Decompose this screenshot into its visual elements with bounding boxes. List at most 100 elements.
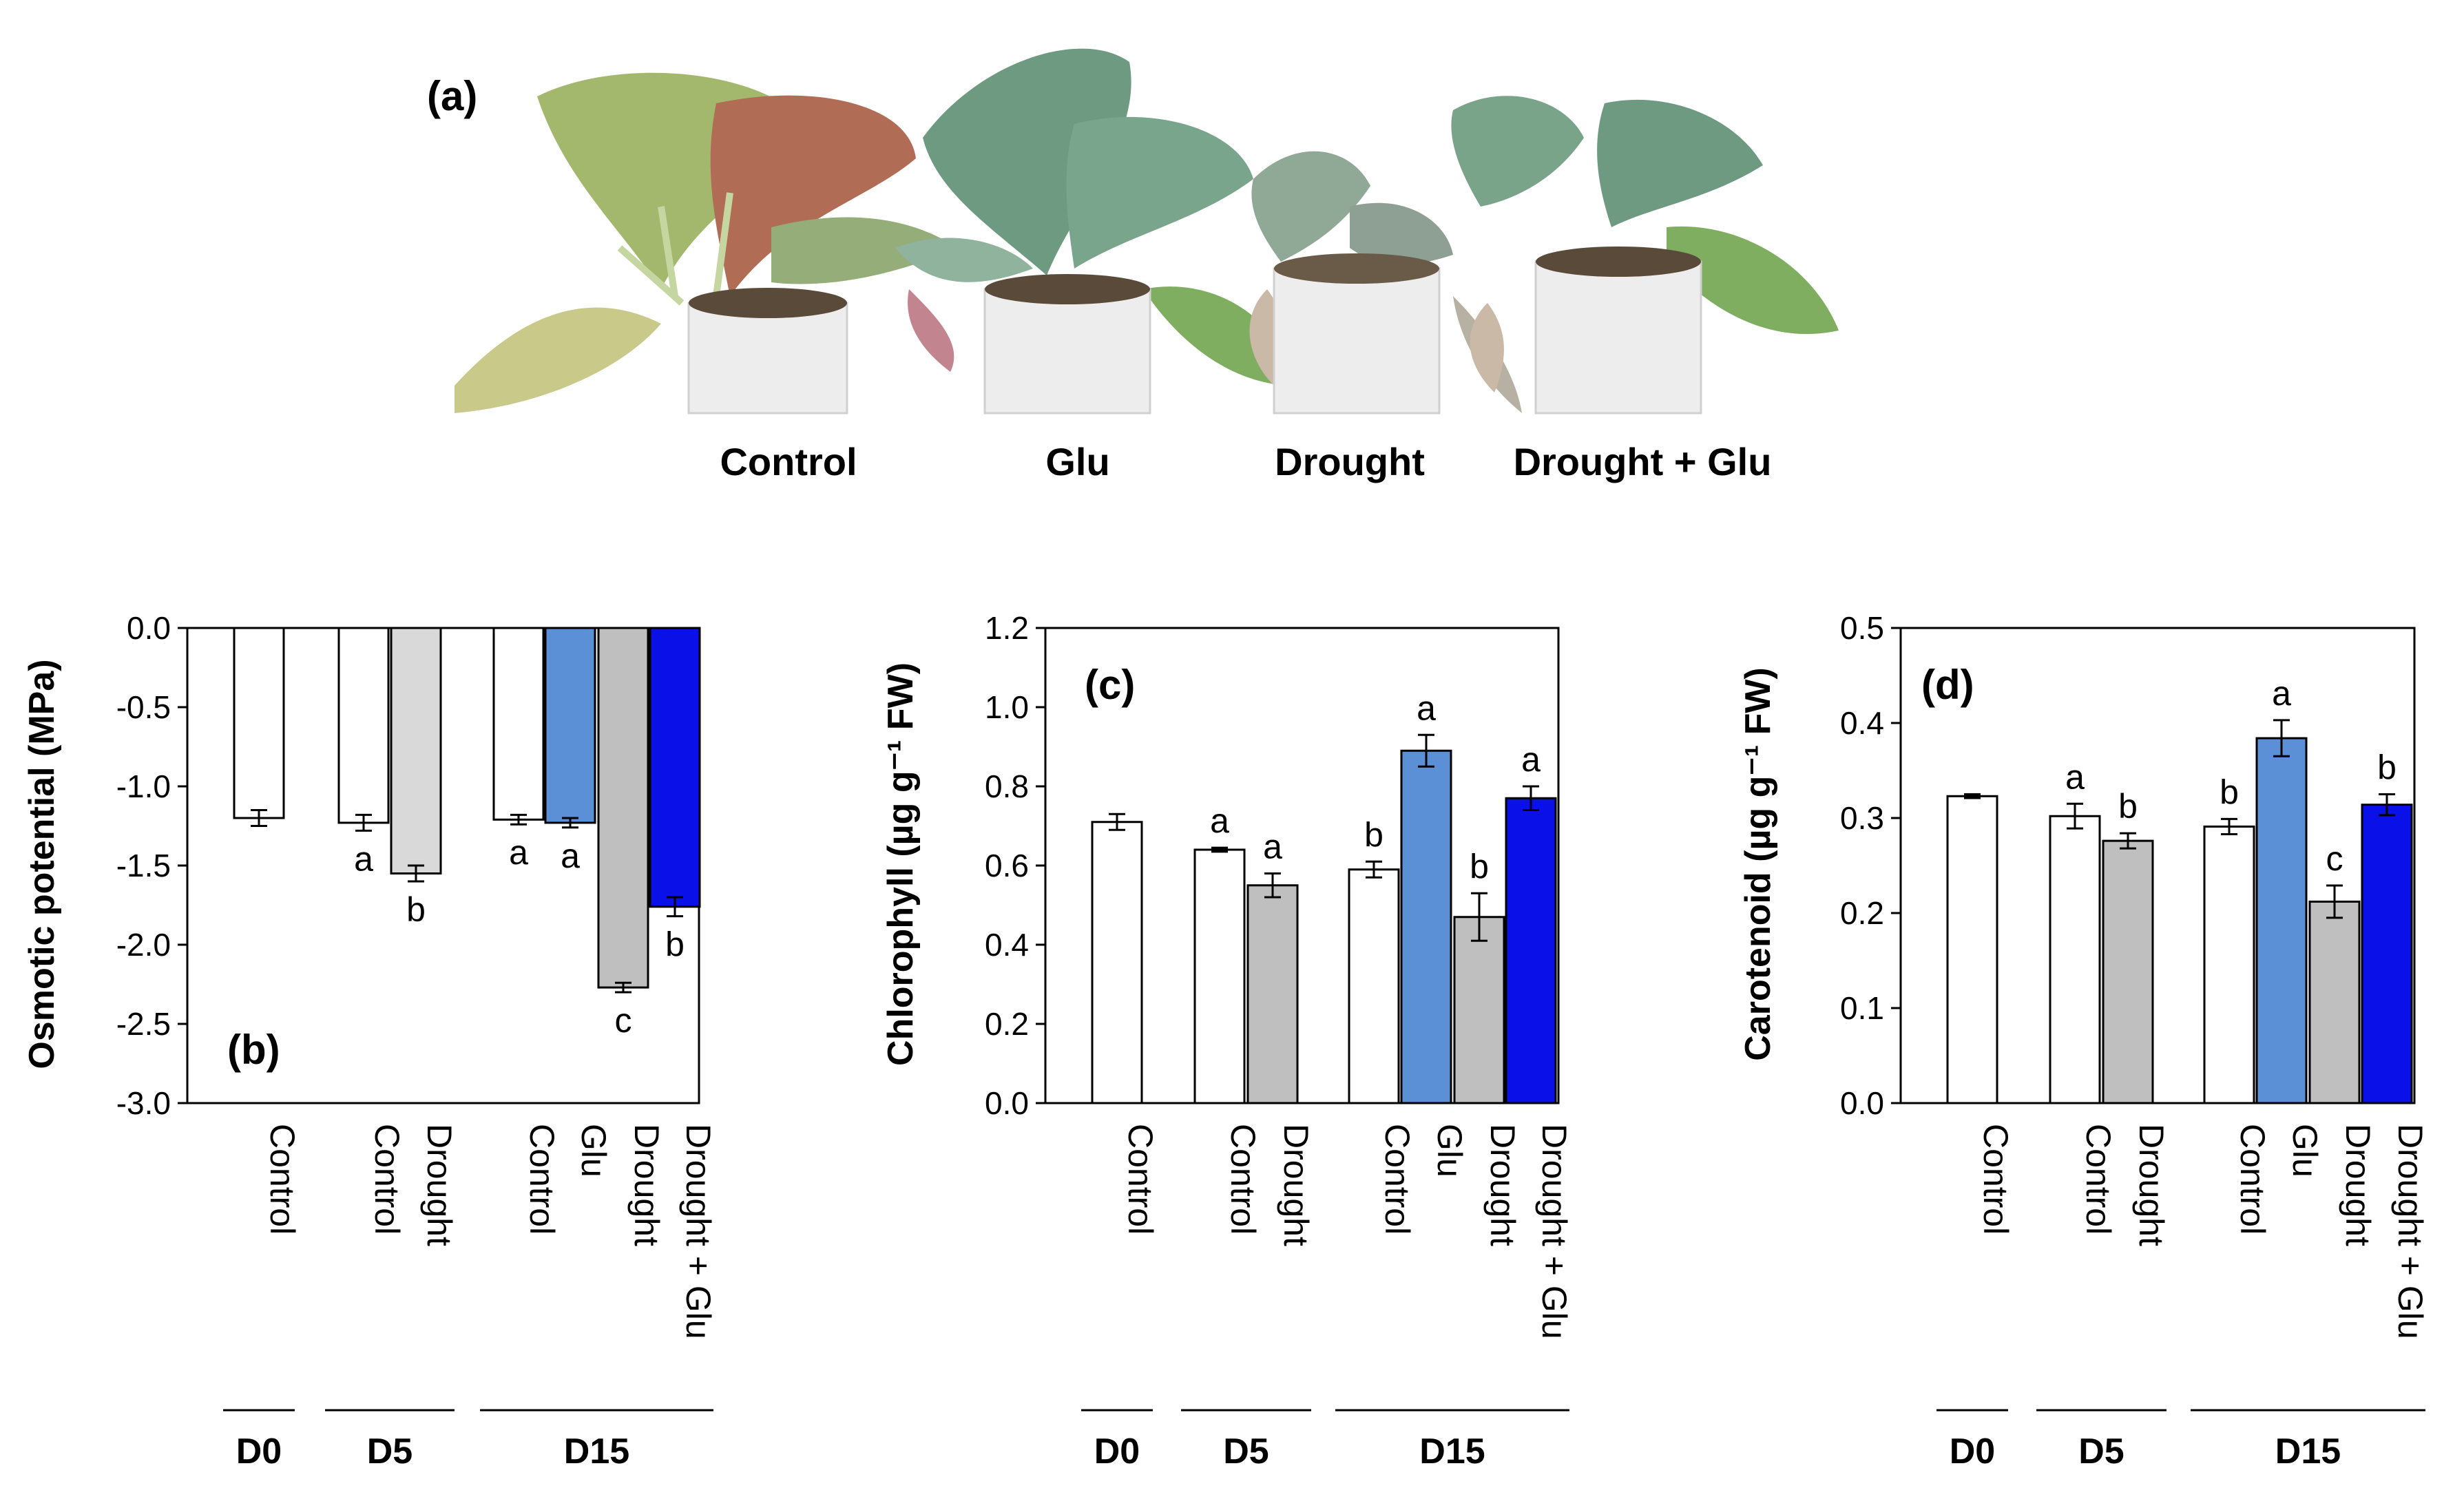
y-tick-label: 0.0 bbox=[985, 1085, 1029, 1121]
bar bbox=[1400, 749, 1452, 1104]
bar bbox=[1946, 795, 1998, 1104]
significance-label: b bbox=[2118, 787, 2138, 826]
y-tick-label: -1.0 bbox=[116, 768, 171, 804]
y-tick-label: 0.4 bbox=[985, 927, 1029, 963]
category-label: Drought bbox=[1483, 1124, 1522, 1246]
panel-label-a: (a) bbox=[427, 73, 477, 119]
y-tick-label: -3.0 bbox=[116, 1085, 171, 1121]
significance-label: a bbox=[354, 839, 373, 878]
y-axis-title: Osmotic potential (MPa) bbox=[22, 659, 62, 1069]
plot-frame bbox=[1899, 627, 2416, 1104]
significance-label: a bbox=[2065, 757, 2085, 796]
significance-label: b bbox=[406, 890, 426, 929]
category-label: Control bbox=[1224, 1124, 1262, 1235]
y-tick-label: 0.4 bbox=[1840, 705, 1884, 741]
bar bbox=[2203, 825, 2255, 1104]
category-label: Drought + Glu bbox=[679, 1124, 718, 1339]
category-label: Glu bbox=[2286, 1124, 2324, 1177]
y-tick-label: -2.0 bbox=[116, 927, 171, 963]
y-tick-label: 0.3 bbox=[1840, 800, 1884, 836]
y-tick-label: -2.5 bbox=[116, 1006, 171, 1042]
plant-label-glu: Glu bbox=[1045, 440, 1109, 483]
plant-label-drought-glu: Drought + Glu bbox=[1514, 440, 1772, 483]
significance-label: a bbox=[509, 833, 528, 872]
y-tick-label: 1.0 bbox=[985, 689, 1029, 725]
category-label: Drought bbox=[2132, 1124, 2171, 1246]
y-axis-title: Chlorophyll (µg g⁻¹ FW) bbox=[881, 662, 921, 1066]
y-tick-label: 0.5 bbox=[1840, 610, 1884, 646]
y-tick-label: 0.8 bbox=[985, 768, 1029, 804]
category-label: Control bbox=[1378, 1124, 1417, 1235]
group-label: D0 bbox=[236, 1432, 282, 1471]
y-tick-label: -0.5 bbox=[116, 689, 171, 725]
y-tick-label: 0.0 bbox=[1840, 1085, 1884, 1121]
chart-carotenoid: (d) Carotenoid (µg g⁻¹ FW) 0.0 0.1 0.2 0.3 0… bbox=[1738, 610, 2430, 1471]
significance-label: a bbox=[561, 837, 580, 875]
significance-label: a bbox=[1417, 689, 1436, 727]
bar bbox=[2308, 900, 2361, 1104]
group-label: D0 bbox=[1950, 1432, 1995, 1471]
bar bbox=[233, 627, 285, 819]
category-label: Control bbox=[263, 1124, 302, 1235]
group-label: D5 bbox=[1223, 1432, 1268, 1471]
category-label: Drought bbox=[2339, 1124, 2377, 1246]
bar bbox=[649, 627, 701, 908]
bar bbox=[1348, 868, 1400, 1104]
significance-label: b bbox=[2377, 748, 2397, 787]
y-tick-label: 0.6 bbox=[985, 848, 1029, 883]
group-label: D15 bbox=[564, 1432, 629, 1471]
bar bbox=[1193, 848, 1246, 1104]
plant-drought-illustration bbox=[1249, 151, 1522, 415]
group-label: D15 bbox=[2275, 1432, 2341, 1471]
y-tick-label: 0.2 bbox=[1840, 895, 1884, 931]
plant-drought-glu-illustration bbox=[1451, 96, 1839, 415]
bar bbox=[2361, 804, 2413, 1104]
bar bbox=[2049, 815, 2101, 1104]
significance-label: c bbox=[2326, 839, 2343, 878]
bar bbox=[1246, 884, 1299, 1104]
significance-label: a bbox=[1263, 828, 1282, 866]
y-tick-label: 0.0 bbox=[127, 610, 171, 646]
group-label: D5 bbox=[367, 1432, 413, 1471]
plant-photo: (a) Control Glu Drought Drought + Glu bbox=[427, 48, 1839, 483]
category-label: Drought bbox=[420, 1124, 459, 1246]
group-label: D5 bbox=[2078, 1432, 2124, 1471]
bar bbox=[2255, 737, 2308, 1104]
panel-label-c: (c) bbox=[1085, 662, 1135, 708]
significance-label: a bbox=[1521, 740, 1541, 779]
significance-label: a bbox=[1210, 801, 1229, 840]
bar bbox=[1453, 916, 1505, 1104]
significance-label: a bbox=[2272, 674, 2291, 713]
category-label: Glu bbox=[1430, 1124, 1469, 1177]
category-label: Control bbox=[2233, 1124, 2272, 1235]
bar bbox=[390, 627, 442, 874]
category-label: Control bbox=[368, 1124, 406, 1235]
group-label: D0 bbox=[1094, 1432, 1140, 1471]
group-label: D15 bbox=[1419, 1432, 1485, 1471]
bar bbox=[1091, 821, 1143, 1104]
category-label: Drought bbox=[1277, 1124, 1315, 1246]
panel-label-b: (b) bbox=[227, 1027, 280, 1073]
plant-control-illustration bbox=[455, 72, 957, 415]
bar bbox=[544, 627, 596, 824]
plant-glu-illustration bbox=[895, 48, 1295, 415]
category-label: Drought bbox=[627, 1124, 666, 1246]
y-tick-label: 1.2 bbox=[985, 610, 1029, 646]
category-label: Drought + Glu bbox=[1535, 1124, 1574, 1339]
bar bbox=[1505, 797, 1557, 1104]
y-axis-title: Carotenoid (µg g⁻¹ FW) bbox=[1738, 667, 1778, 1061]
significance-label: b bbox=[2220, 773, 2239, 811]
category-label: Glu bbox=[574, 1124, 613, 1177]
y-tick-label: 0.1 bbox=[1840, 990, 1884, 1026]
y-tick-label: 0.2 bbox=[985, 1006, 1029, 1042]
plant-label-control: Control bbox=[720, 440, 857, 483]
chart-chlorophyll: (c) Chlorophyll (µg g⁻¹ FW) 0.0 0.2 0.4 0.6… bbox=[881, 610, 1574, 1471]
bar bbox=[597, 627, 649, 989]
category-label: Control bbox=[1121, 1124, 1160, 1235]
category-label: Control bbox=[2079, 1124, 2118, 1235]
bar bbox=[337, 627, 390, 824]
significance-label: c bbox=[615, 1001, 632, 1040]
significance-label: b bbox=[1364, 815, 1384, 854]
significance-label: b bbox=[1470, 847, 1489, 886]
bar bbox=[2102, 839, 2154, 1104]
